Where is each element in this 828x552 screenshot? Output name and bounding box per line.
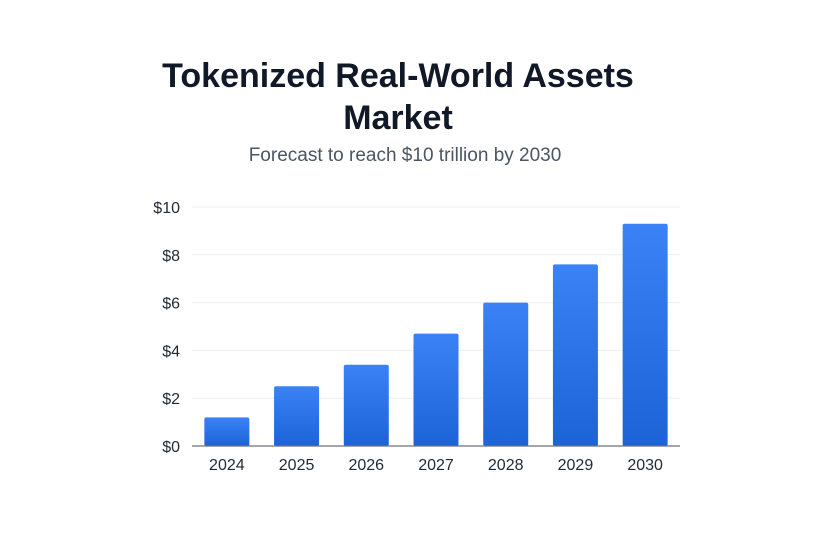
x-tick-label: 2028 [488, 457, 524, 474]
gridlines [192, 206, 680, 399]
x-tick-label: 2029 [558, 457, 594, 474]
y-axis-tick-labels: $0 $2 $4 $6 $8 $10 [153, 200, 180, 456]
y-tick-label: $4 [162, 343, 180, 360]
bars [204, 223, 668, 446]
bar-2028 [483, 302, 529, 446]
y-tick-label: $0 [162, 439, 180, 456]
chart-title: Tokenized Real-World Assets Market [0, 55, 796, 139]
bar-2029 [552, 264, 598, 446]
y-tick-label: $2 [162, 391, 180, 408]
chart-subtitle: Forecast to reach $10 trillion by 2030 [248, 145, 562, 166]
y-tick-label: $6 [162, 296, 180, 313]
x-axis-tick-labels: 2024 2025 2026 2027 2028 2029 2030 [209, 457, 663, 474]
bar-2027 [413, 333, 459, 446]
chart-title-line-1: Tokenized Real-World Assets [162, 57, 634, 95]
x-tick-label: 2026 [348, 457, 384, 474]
x-tick-label: 2030 [627, 457, 663, 474]
bar-2025 [274, 386, 320, 446]
bar-2030 [622, 223, 668, 446]
chart-title-line-2: Market [343, 99, 453, 137]
x-tick-label: 2024 [209, 457, 245, 474]
y-tick-label: $10 [153, 200, 180, 217]
bar-2026 [343, 364, 389, 446]
y-tick-label: $8 [162, 248, 180, 265]
x-tick-label: 2027 [418, 457, 454, 474]
x-tick-label: 2025 [279, 457, 315, 474]
bar-2024 [204, 417, 250, 446]
